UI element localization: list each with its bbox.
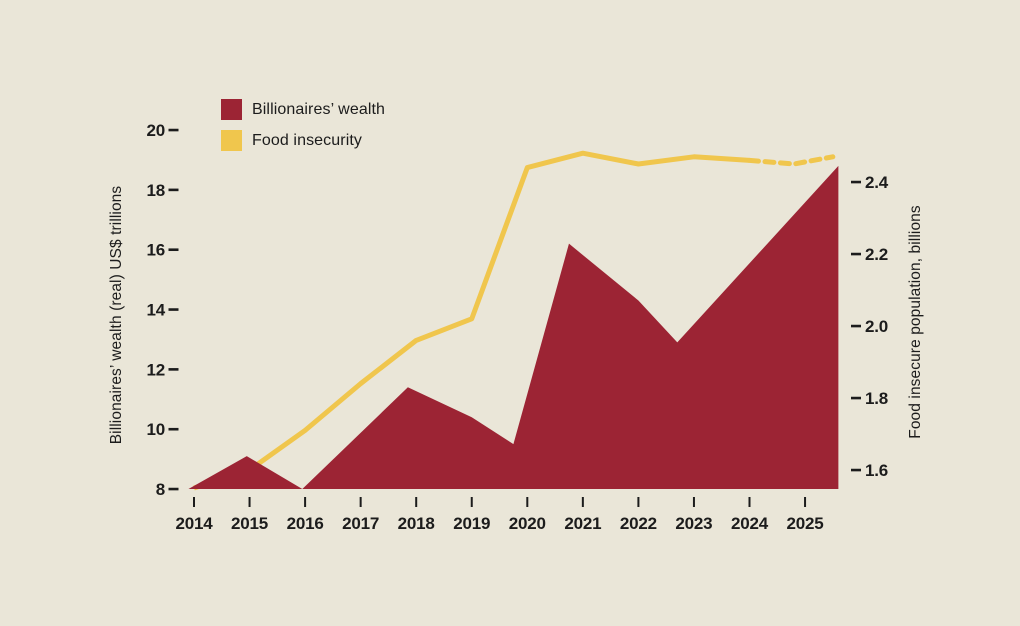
x-axis-year-label: 2021: [564, 514, 601, 533]
food-insecurity-line: [193, 150, 750, 491]
left-axis-tick-label: 10: [146, 420, 165, 439]
x-axis-year-label: 2015: [231, 514, 268, 533]
right-axis-tick-label: 2.0: [865, 317, 888, 336]
x-axis-tick-mark: [304, 497, 307, 507]
legend: Billionaires’ wealth Food insecurity: [221, 99, 385, 161]
x-axis-year-label: 2017: [342, 514, 379, 533]
x-axis-tick-mark: [415, 497, 418, 507]
x-axis-tick-mark: [193, 497, 195, 507]
x-axis-year-label: 2019: [453, 514, 490, 533]
x-axis-tick-mark: [748, 497, 751, 507]
right-axis-tick-mark: [851, 324, 861, 328]
left-axis-tick-mark: [168, 487, 179, 491]
legend-item-food-insecurity: Food insecurity: [221, 130, 385, 151]
x-axis-tick-mark: [359, 497, 362, 507]
left-axis-tick-mark: [168, 427, 179, 431]
x-axis-tick-mark: [637, 497, 640, 507]
left-axis-tick-label: 8: [156, 480, 165, 499]
left-axis-tick-label: 14: [146, 300, 165, 319]
left-axis-tick-label: 16: [146, 241, 165, 260]
food-insecurity-projection-line: [747, 154, 836, 167]
x-axis-tick-mark: [526, 497, 529, 507]
wealth-swatch-icon: [221, 99, 242, 120]
left-axis-tick-label: 12: [146, 360, 165, 379]
x-axis-tick-mark: [470, 497, 473, 507]
left-axis-tick-label: 20: [146, 121, 165, 140]
left-axis-tick-mark: [168, 188, 179, 192]
right-axis-tick-mark: [851, 252, 861, 256]
x-axis-tick-mark: [581, 497, 584, 507]
legend-label-food: Food insecurity: [252, 131, 362, 149]
x-axis-year-label: 2020: [509, 514, 546, 533]
left-axis-tick-label: 18: [146, 181, 165, 200]
right-axis-tick-mark: [851, 396, 861, 400]
x-axis-tick-mark: [804, 497, 807, 507]
right-axis-tick-label: 1.8: [865, 389, 888, 408]
x-axis-tick-mark: [248, 497, 251, 507]
x-axis-year-label: 2016: [287, 514, 324, 533]
left-axis-tick-mark: [168, 308, 179, 311]
right-axis-tick-label: 2.2: [865, 245, 888, 264]
x-axis-tick-mark: [692, 497, 695, 507]
right-axis-tick-mark: [851, 468, 861, 472]
x-axis-year-label: 2024: [731, 514, 769, 533]
x-axis-year-label: 2022: [620, 514, 657, 533]
left-axis-tick-mark: [168, 128, 179, 132]
x-axis-year-label: 2025: [787, 514, 824, 533]
legend-item-billionaires-wealth: Billionaires’ wealth: [221, 99, 385, 120]
right-axis-tick-label: 1.6: [865, 461, 888, 480]
billionaires-wealth-area: [188, 165, 839, 489]
x-axis-year-label: 2023: [675, 514, 712, 533]
right-axis-tick-mark: [851, 180, 861, 184]
left-axis-tick-mark: [168, 248, 179, 252]
right-axis-tick-label: 2.4: [865, 173, 889, 192]
x-axis-year-label: 2014: [175, 514, 213, 533]
food-swatch-icon: [221, 130, 242, 151]
left-axis-tick-mark: [168, 368, 179, 371]
legend-label-wealth: Billionaires’ wealth: [252, 100, 386, 118]
x-axis-year-label: 2018: [398, 514, 435, 533]
